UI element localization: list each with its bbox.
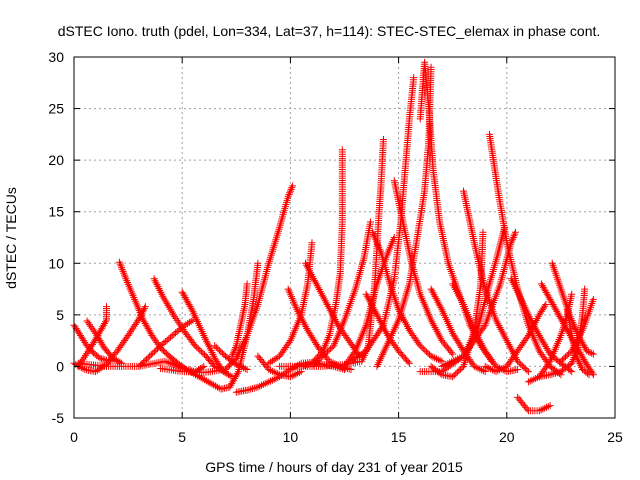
y-tick-label: 10 <box>48 255 64 271</box>
data-series-arc <box>254 352 305 381</box>
data-series-arc <box>362 290 413 367</box>
y-tick-label: 25 <box>48 101 64 117</box>
x-tick-label: 10 <box>283 429 299 445</box>
data-point-markers <box>427 285 489 376</box>
x-axis: 0 5 10 15 20 25 <box>70 57 623 445</box>
data-point-markers <box>514 393 554 415</box>
x-tick-label: 25 <box>607 429 623 445</box>
data-series-arc <box>157 182 297 377</box>
data-point-markers <box>362 290 413 367</box>
y-tick-label: 0 <box>56 358 64 374</box>
x-axis-title: GPS time / hours of day 231 of year 2015 <box>205 459 463 475</box>
data-point-markers <box>254 352 305 381</box>
data-point-markers <box>157 182 297 377</box>
data-series-arc <box>514 393 554 415</box>
y-tick-label: 5 <box>56 307 64 323</box>
data-series-arc <box>211 342 251 373</box>
data-series-arc <box>373 63 435 370</box>
data-series-arc <box>390 177 457 358</box>
x-tick-label: 20 <box>499 429 515 445</box>
data-point-markers <box>228 280 251 360</box>
y-tick-label: 15 <box>48 204 64 220</box>
data-point-markers <box>373 63 435 370</box>
data-point-markers <box>211 342 251 373</box>
data-series-arc <box>228 280 251 360</box>
y-axis: -5 0 5 10 15 20 25 30 <box>48 49 615 426</box>
chart-title: dSTEC Iono. truth (pdel, Lon=334, Lat=37… <box>58 23 601 39</box>
data-series-arc <box>135 316 197 370</box>
data-point-markers <box>390 177 457 358</box>
y-tick-label: 30 <box>48 49 64 65</box>
x-tick-label: 5 <box>178 429 186 445</box>
data-point-markers <box>135 316 197 370</box>
data-series-arc <box>427 285 489 376</box>
data-point-markers <box>438 228 519 370</box>
y-axis-title: dSTEC / TECUs <box>3 187 19 289</box>
data-point-markers <box>557 295 597 365</box>
x-tick-label: 0 <box>70 429 78 445</box>
x-tick-label: 15 <box>391 429 407 445</box>
plot-points <box>70 58 597 415</box>
data-series-arc <box>438 228 519 370</box>
data-series-arc <box>557 295 597 365</box>
plot-frame <box>73 56 616 419</box>
y-tick-label: 20 <box>48 152 64 168</box>
y-tick-label: -5 <box>52 410 65 426</box>
